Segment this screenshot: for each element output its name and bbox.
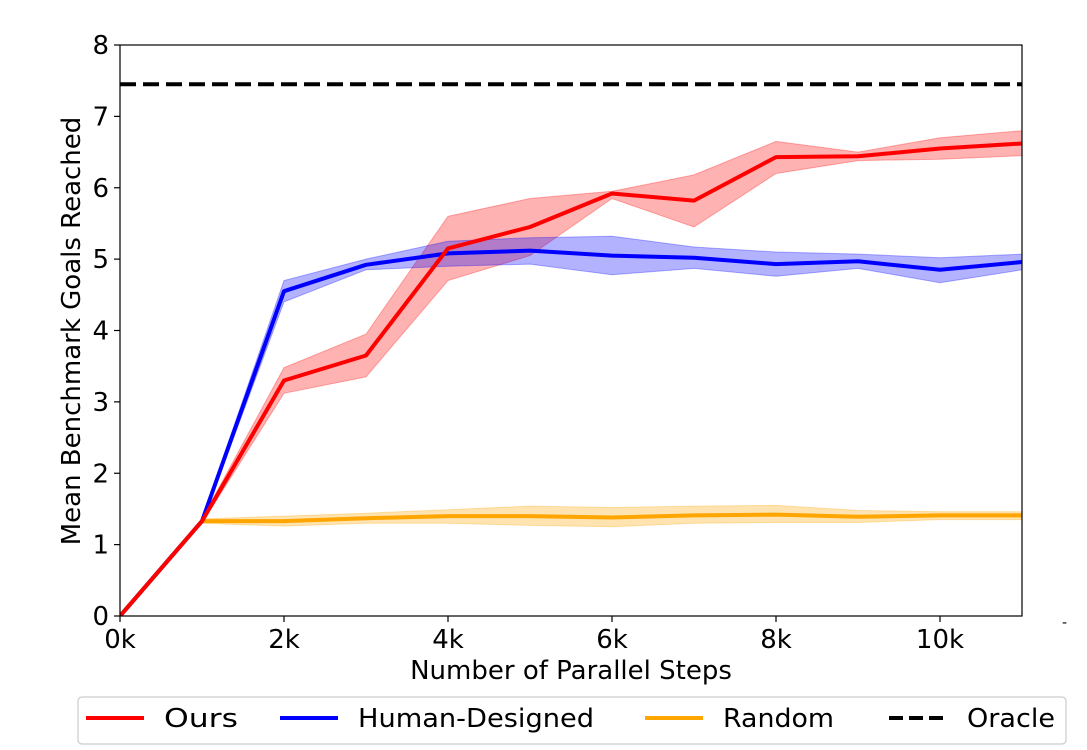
x-tick-label: 4k xyxy=(432,625,464,655)
series-lines xyxy=(120,82,1022,616)
y-tick-label: 1 xyxy=(92,531,109,561)
line-human-designed xyxy=(120,248,1022,616)
line-random xyxy=(120,512,1022,616)
legend-item-human-designed: Human-Designed xyxy=(280,704,594,734)
x-axis-label: Number of Parallel Steps xyxy=(410,656,732,686)
y-tick-label: 3 xyxy=(92,388,109,418)
y-tick-label: 7 xyxy=(92,102,109,132)
x-tick-label: 6k xyxy=(596,625,628,655)
legend: Ours Human-Designed Random Oracle xyxy=(77,696,1067,745)
x-axis-ticks: 0k 2k 4k 6k 8k 10k xyxy=(104,616,964,655)
stray-tick-mark: - xyxy=(1062,615,1067,631)
x-tick-label: 10k xyxy=(916,625,964,655)
legend-item-random: Random xyxy=(645,704,834,734)
legend-item-oracle: Oracle xyxy=(889,704,1055,734)
y-axis-label: Mean Benchmark Goals Reached xyxy=(57,117,87,546)
y-tick-label: 0 xyxy=(92,602,109,632)
x-tick-label: 2k xyxy=(268,625,300,655)
legend-label: Oracle xyxy=(967,704,1055,734)
y-tick-label: 4 xyxy=(92,317,109,347)
y-tick-label: 6 xyxy=(92,174,109,204)
y-tick-label: 8 xyxy=(92,31,109,61)
x-tick-label: 8k xyxy=(760,625,792,655)
legend-label: Human-Designed xyxy=(358,704,594,734)
legend-frame xyxy=(77,696,1067,745)
y-tick-label: 2 xyxy=(92,459,109,489)
line-ours xyxy=(120,141,1022,616)
legend-item-ours: Ours xyxy=(86,704,238,734)
y-tick-label: 5 xyxy=(92,245,109,275)
legend-label: Ours xyxy=(164,704,238,734)
band-ours xyxy=(120,130,1022,616)
x-tick-label: 0k xyxy=(104,625,136,655)
y-axis-ticks: 0 1 2 3 4 5 6 7 8 xyxy=(92,31,120,632)
legend-label: Random xyxy=(723,704,834,734)
